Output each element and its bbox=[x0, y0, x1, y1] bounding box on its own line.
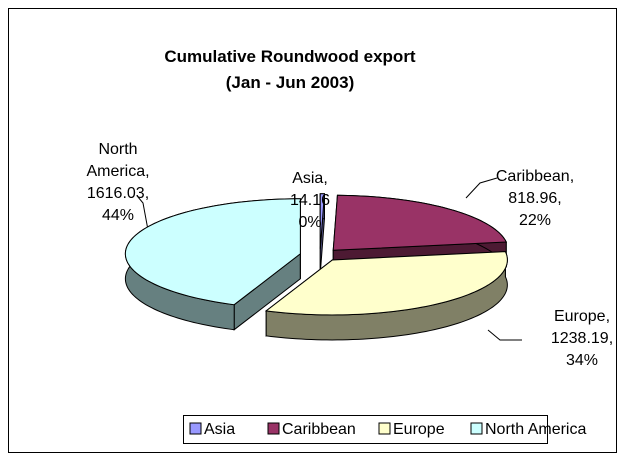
legend-label: Caribbean bbox=[282, 421, 356, 438]
legend bbox=[183, 415, 548, 444]
legend-swatch bbox=[189, 422, 202, 435]
data-label-name: North bbox=[98, 141, 137, 158]
legend-swatch bbox=[267, 422, 280, 435]
leader-lines bbox=[137, 177, 522, 341]
leader-line bbox=[465, 177, 498, 199]
slice bbox=[332, 194, 508, 251]
chart-title: (Jan - Jun 2003) bbox=[226, 73, 355, 92]
data-label-value: 1238.19, bbox=[551, 330, 613, 347]
data-label-name: Caribbean, bbox=[496, 168, 574, 185]
slice bbox=[124, 198, 301, 306]
leader-line bbox=[487, 329, 522, 341]
slice bbox=[319, 193, 325, 249]
slice bbox=[264, 251, 508, 316]
data-label-name: America, bbox=[86, 163, 149, 180]
data-label-percent: 0% bbox=[298, 214, 321, 231]
data-labels: Asia, 14.16 0% Caribbean, 818.96, 22% Europe, 1… bbox=[86, 141, 613, 369]
legend-items: Asia Caribbean Europe North America bbox=[189, 421, 586, 438]
legend-swatch bbox=[378, 422, 391, 435]
data-label-percent: 34% bbox=[566, 352, 598, 369]
data-label-name: Asia, bbox=[292, 170, 328, 187]
pie bbox=[124, 193, 508, 341]
legend-label: North America bbox=[485, 421, 586, 438]
legend-label: Europe bbox=[393, 421, 445, 438]
data-label-percent: 44% bbox=[102, 207, 134, 224]
legend-swatch bbox=[470, 422, 483, 435]
data-label-value: 14.16 bbox=[290, 192, 330, 209]
data-label-value: 1616.03, bbox=[87, 185, 149, 202]
legend-label: Asia bbox=[204, 421, 235, 438]
data-label-name: Europe, bbox=[554, 308, 610, 325]
data-label-percent: 22% bbox=[519, 212, 551, 229]
leader-line bbox=[137, 196, 149, 231]
chart-frame bbox=[8, 8, 617, 453]
chart-title: Cumulative Roundwood export bbox=[164, 47, 416, 66]
data-label-value: 818.96, bbox=[508, 190, 561, 207]
